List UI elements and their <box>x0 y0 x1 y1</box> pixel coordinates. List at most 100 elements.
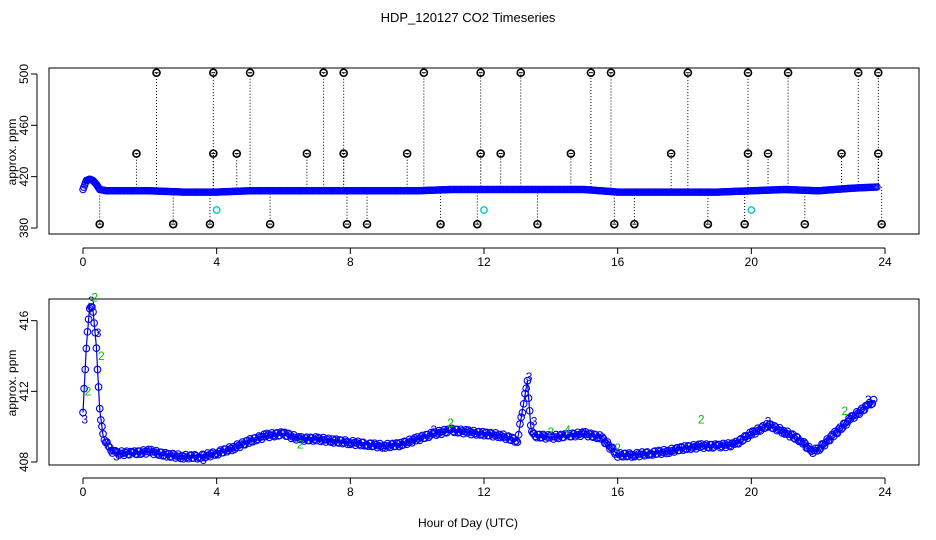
bottom-x-tick-label: 20 <box>745 485 759 499</box>
outlier-point <box>874 68 883 78</box>
top-x-tick-label: 24 <box>878 255 892 269</box>
outlier-point <box>473 219 482 229</box>
point-count-label: 2 <box>547 425 554 439</box>
series-point <box>608 443 617 452</box>
series-point <box>625 449 634 457</box>
top-y-axis-label: approx. ppm <box>5 119 19 186</box>
series-point <box>179 454 188 463</box>
series-point <box>597 435 605 443</box>
outlier-point <box>877 219 886 229</box>
series-point <box>92 344 101 352</box>
series-point <box>94 383 103 391</box>
outlier-point <box>586 68 596 78</box>
flagged-point <box>747 206 756 214</box>
bottom-x-tick-label: 12 <box>477 485 491 499</box>
series-point <box>91 328 100 337</box>
bottom-y-axis-label: approx. ppm <box>5 350 19 417</box>
point-count-label: 3 <box>88 294 95 308</box>
series-point <box>567 432 576 441</box>
outlier-point <box>666 149 676 158</box>
outlier-point <box>132 149 141 158</box>
flagged-point <box>212 206 221 214</box>
outlier-point <box>740 219 749 229</box>
outlier-point <box>874 149 883 158</box>
outlier-point <box>342 219 352 229</box>
bottom-y-tick-label: 416 <box>17 310 31 330</box>
outlier-point <box>95 219 105 229</box>
series-point <box>539 430 547 439</box>
outlier-point <box>362 219 372 229</box>
series-point <box>93 365 102 374</box>
point-count-label: 2 <box>91 291 98 305</box>
outlier-point <box>743 68 753 78</box>
point-count-label: 2 <box>447 416 454 430</box>
series-point <box>84 315 93 324</box>
point-count-label: 4 <box>564 423 571 437</box>
outlier-point <box>205 219 215 229</box>
series-point <box>525 406 534 415</box>
top-x-tick-label: 4 <box>213 255 220 269</box>
series-point <box>523 376 532 385</box>
series-point <box>171 454 180 462</box>
outlier-point <box>703 219 713 229</box>
series-point <box>571 432 580 441</box>
series-point <box>341 436 350 444</box>
bottom-x-tick-label: 0 <box>80 485 87 499</box>
outlier-point <box>566 149 576 158</box>
top-x-tick-label: 8 <box>347 255 354 269</box>
outlier-point <box>168 219 178 229</box>
top-x-tick-label: 12 <box>477 255 491 269</box>
top-y-tick-label: 460 <box>17 115 31 135</box>
point-count-label: 3 <box>200 453 207 467</box>
point-count-label: 2 <box>98 349 105 363</box>
series-point <box>370 439 379 448</box>
series-point <box>797 438 806 446</box>
series-point <box>513 438 522 446</box>
series-point <box>453 425 461 434</box>
top-x-tick-label: 20 <box>745 255 759 269</box>
series-point <box>864 400 873 409</box>
series-point <box>136 450 145 459</box>
series-point <box>697 440 706 448</box>
point-count-label: 3 <box>113 450 120 464</box>
bottom-x-tick-label: 24 <box>878 485 892 499</box>
bottom-y-tick-label: 412 <box>17 381 31 401</box>
series-point <box>95 404 104 413</box>
series-point <box>810 446 819 455</box>
outlier-point <box>209 68 218 78</box>
series-point <box>349 436 357 445</box>
top-plot-frame <box>48 67 920 235</box>
series-point <box>88 303 96 311</box>
point-count-label: 2 <box>614 441 621 455</box>
series-point <box>510 438 519 446</box>
top-panel: approx. ppm 0 4 8 12 16 20 24 380 420 460 500 <box>5 64 920 269</box>
series-point <box>856 406 865 415</box>
flagged-point <box>480 206 488 214</box>
series-point <box>845 414 853 423</box>
outlier-point <box>533 219 542 229</box>
point-count-label: 3 <box>81 413 88 427</box>
bottom-x-tick-label: 8 <box>347 485 354 499</box>
series-point <box>98 422 106 431</box>
series-point <box>869 395 878 404</box>
series-point <box>868 399 877 408</box>
outlier-point <box>209 149 218 158</box>
point-count-label: 2 <box>698 413 705 427</box>
point-count-label: 3 <box>95 326 102 340</box>
series-point <box>467 430 475 439</box>
series-point <box>514 430 523 439</box>
series-point <box>241 440 249 449</box>
outlier-point <box>232 149 242 158</box>
bottom-plot-frame <box>48 298 920 466</box>
outlier-point <box>476 68 485 78</box>
outlier-point <box>339 68 348 78</box>
outlier-point <box>630 219 639 229</box>
outlier-point <box>436 219 445 229</box>
series-point <box>716 443 725 452</box>
point-count-label: 3 <box>765 414 772 428</box>
outlier-point <box>319 68 328 78</box>
top-y-tick-label: 380 <box>17 218 31 238</box>
series-point <box>843 417 852 426</box>
